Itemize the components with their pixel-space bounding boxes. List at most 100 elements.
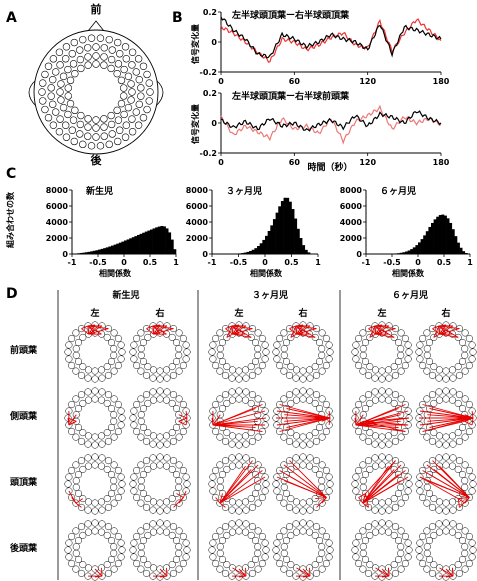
channel-dot	[282, 338, 291, 347]
connection-line	[276, 417, 331, 426]
channel-dot	[218, 338, 227, 347]
channel-dot	[137, 461, 145, 469]
channel-dot	[68, 361, 76, 370]
channel-dot	[156, 375, 164, 383]
channel-dot	[74, 470, 83, 479]
hist-bar	[246, 251, 250, 254]
channel-dot	[91, 367, 99, 375]
channel-dot	[455, 371, 464, 379]
channel-dot	[423, 543, 431, 551]
channel-dot	[84, 462, 93, 470]
connection-line	[309, 567, 311, 577]
d-left-3month: 左	[233, 307, 243, 319]
connectivity-map	[272, 321, 334, 383]
hist-bar	[454, 236, 458, 254]
channel-dot	[425, 338, 434, 347]
channel-dot	[118, 348, 126, 356]
connection-line	[375, 325, 390, 335]
hist-bar	[307, 252, 311, 254]
channel-dot	[72, 565, 80, 573]
channel-dot	[419, 334, 427, 343]
channel-dot	[72, 433, 80, 441]
channel-dot	[91, 519, 99, 527]
channel-dot	[223, 531, 231, 539]
channel-dot	[172, 357, 181, 366]
channel-dot	[79, 333, 87, 341]
probe-channel	[59, 72, 68, 81]
connection-line	[365, 493, 369, 508]
x-tick-label: 120	[359, 158, 376, 167]
channel-dot	[415, 480, 423, 488]
d-right-3month: 右	[297, 307, 307, 319]
channel-dot	[285, 391, 294, 399]
channel-dot	[169, 457, 178, 465]
connectivity-map	[64, 387, 126, 449]
channel-dot	[251, 470, 260, 479]
connection-line	[316, 497, 327, 508]
channel-dot	[98, 440, 106, 448]
y-tick-label: -0.2	[200, 68, 218, 77]
channel-dot	[312, 391, 321, 399]
channel-dot	[104, 523, 113, 531]
channel-dot	[366, 399, 374, 407]
probe-channel	[52, 108, 60, 116]
channel-dot	[359, 395, 367, 403]
d-row-temporal: 側頭葉	[9, 410, 38, 422]
hist-bar	[407, 250, 411, 254]
channel-dot	[465, 532, 473, 541]
channel-dot	[216, 329, 224, 337]
d-left-newborn: 左	[89, 307, 99, 319]
channel-dot	[419, 559, 427, 568]
connection-line	[438, 325, 440, 335]
channel-dot	[218, 536, 227, 545]
hist-bar	[173, 249, 177, 254]
channel-dot	[280, 483, 288, 491]
channel-dot	[322, 361, 330, 370]
probe-channel	[120, 92, 128, 100]
channel-dot	[242, 440, 250, 448]
channel-dot	[169, 569, 178, 577]
channel-dot	[378, 461, 386, 469]
channel-dot	[371, 506, 379, 514]
channel-dot	[144, 333, 152, 341]
probe-channel	[76, 130, 84, 138]
channel-dot	[435, 440, 443, 448]
channel-dot	[318, 329, 326, 337]
probe-channel	[134, 55, 143, 63]
channel-dot	[318, 543, 326, 551]
channel-dot	[280, 345, 288, 353]
channel-dot	[84, 498, 93, 506]
channel-dot	[254, 543, 262, 551]
channel-dot	[110, 527, 118, 535]
channel-dot	[458, 357, 467, 366]
channel-dot	[68, 400, 76, 409]
hist-bar	[394, 253, 398, 254]
channel-dot	[435, 498, 444, 506]
channel-dot	[366, 429, 374, 437]
connection-line	[296, 324, 304, 335]
hist-bar	[275, 212, 279, 254]
connectivity-map	[208, 519, 270, 581]
x-tick-label: -0.5	[383, 258, 401, 267]
channel-dot	[79, 561, 87, 569]
channel-dot	[247, 429, 255, 437]
connection-line	[178, 414, 188, 419]
channel-dot	[299, 519, 307, 527]
probe-channel	[115, 126, 124, 134]
channel-dot	[280, 549, 288, 557]
channel-dot	[110, 395, 118, 403]
channel-dot	[149, 454, 157, 462]
channel-dot	[77, 523, 86, 531]
y-tick-label: 8000	[340, 186, 363, 195]
hist-bar	[126, 239, 130, 254]
channel-dot	[359, 565, 367, 573]
channel-dot	[221, 437, 230, 445]
channel-dot	[84, 366, 93, 374]
channel-dot	[299, 375, 307, 383]
channel-dot	[149, 462, 158, 470]
hist-bar	[294, 218, 298, 254]
channel-dot	[110, 417, 118, 425]
channel-dot	[449, 520, 457, 528]
channel-dot	[306, 520, 314, 528]
channel-dot	[299, 367, 307, 375]
